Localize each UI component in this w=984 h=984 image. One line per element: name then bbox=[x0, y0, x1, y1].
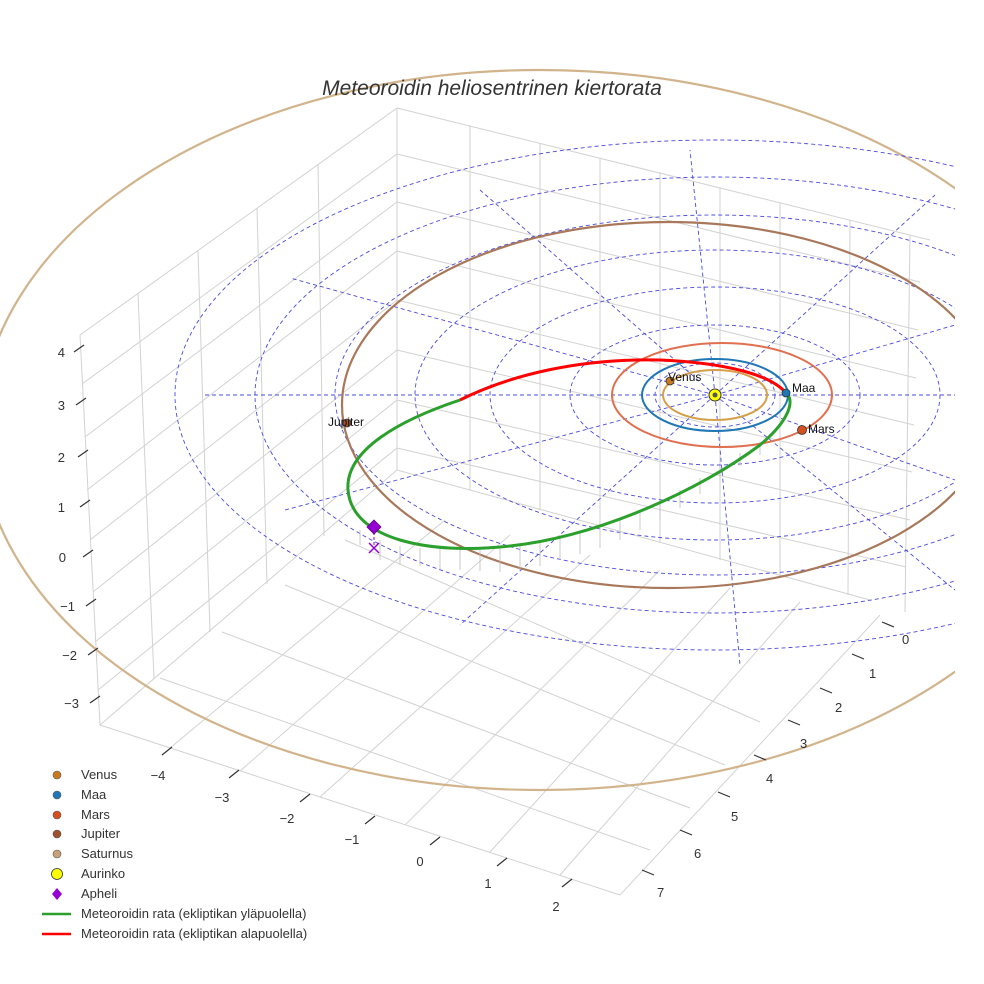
y-tick-label: 0 bbox=[902, 632, 909, 647]
drop-lines bbox=[359, 442, 761, 572]
z-tick-label: −2 bbox=[62, 648, 77, 663]
jupiter-marker bbox=[342, 418, 352, 428]
z-tick-label: 3 bbox=[58, 398, 65, 413]
y-tick-label: 3 bbox=[800, 736, 807, 751]
box-grid bbox=[79, 107, 931, 896]
mars-label: Mars bbox=[808, 422, 835, 436]
legend[interactable]: Venus Maa Mars Jupiter Saturnus Aurinko … bbox=[42, 767, 307, 941]
jupiter-orbit bbox=[340, 220, 955, 590]
x-tick-label: −2 bbox=[280, 811, 295, 826]
mars-orbit bbox=[611, 342, 833, 448]
jupiter-label: Jupiter bbox=[328, 415, 364, 429]
legend-label[interactable]: Venus bbox=[81, 767, 118, 782]
y-tick-label: 6 bbox=[694, 846, 701, 861]
z-tick-label: 0 bbox=[59, 550, 66, 565]
legend-symbol-jupiter bbox=[52, 829, 62, 839]
x-tick-label: −3 bbox=[215, 790, 230, 805]
venus-label: Venus bbox=[668, 370, 701, 384]
z-tick-label: 2 bbox=[58, 450, 65, 465]
legend-label[interactable]: Apheli bbox=[81, 886, 117, 901]
y-tick-label: 4 bbox=[766, 771, 773, 786]
legend-symbol-saturnus bbox=[52, 849, 62, 859]
y-tick-label: 2 bbox=[835, 700, 842, 715]
legend-label[interactable]: Mars bbox=[81, 807, 110, 822]
x-tick-label: 2 bbox=[552, 899, 559, 914]
ecliptic-grid bbox=[174, 139, 955, 666]
y-tick-label: 7 bbox=[657, 885, 664, 900]
chart-title: Meteoroidin heliosentrinen kiertorata bbox=[322, 77, 662, 100]
earth-label: Maa bbox=[792, 381, 816, 395]
legend-label[interactable]: Saturnus bbox=[81, 846, 134, 861]
meteoroid-orbit-above bbox=[346, 391, 792, 550]
x-tick-label: 1 bbox=[484, 876, 491, 891]
legend-symbol-apheli bbox=[52, 888, 62, 900]
sun-marker bbox=[708, 388, 722, 402]
legend-label[interactable]: Maa bbox=[81, 787, 107, 802]
mars-marker bbox=[797, 425, 807, 435]
earth-marker bbox=[781, 388, 791, 398]
z-tick-label: −1 bbox=[60, 599, 75, 614]
z-tick-label: 4 bbox=[58, 345, 65, 360]
aphelion-projection-marker bbox=[368, 542, 380, 554]
x-tick-label: −4 bbox=[151, 768, 166, 783]
legend-symbol-mars bbox=[52, 810, 62, 820]
legend-symbol-maa bbox=[52, 790, 62, 800]
legend-symbol-aurinko bbox=[51, 868, 63, 880]
y-tick-label: 1 bbox=[869, 666, 876, 681]
z-tick-label: −3 bbox=[64, 696, 79, 711]
y-tick-label: 5 bbox=[731, 809, 738, 824]
legend-label[interactable]: Meteoroidin rata (ekliptikan alapuolella… bbox=[81, 926, 307, 941]
legend-symbol-venus bbox=[52, 770, 62, 780]
meteoroid-orbit-below bbox=[459, 358, 788, 402]
z-axis bbox=[73, 344, 101, 704]
x-tick-label: 0 bbox=[416, 854, 423, 869]
saturn-orbit bbox=[0, 69, 955, 791]
legend-label[interactable]: Jupiter bbox=[81, 826, 121, 841]
z-tick-label: 1 bbox=[58, 500, 65, 515]
venus-orbit bbox=[662, 369, 768, 421]
y-axis bbox=[641, 621, 895, 876]
legend-label[interactable]: Meteoroidin rata (ekliptikan yläpuolella… bbox=[81, 906, 306, 921]
venus-marker bbox=[665, 376, 675, 386]
x-axis bbox=[161, 746, 573, 888]
legend-label[interactable]: Aurinko bbox=[81, 866, 125, 881]
aphelion-marker bbox=[366, 519, 382, 535]
x-tick-label: −1 bbox=[345, 832, 360, 847]
